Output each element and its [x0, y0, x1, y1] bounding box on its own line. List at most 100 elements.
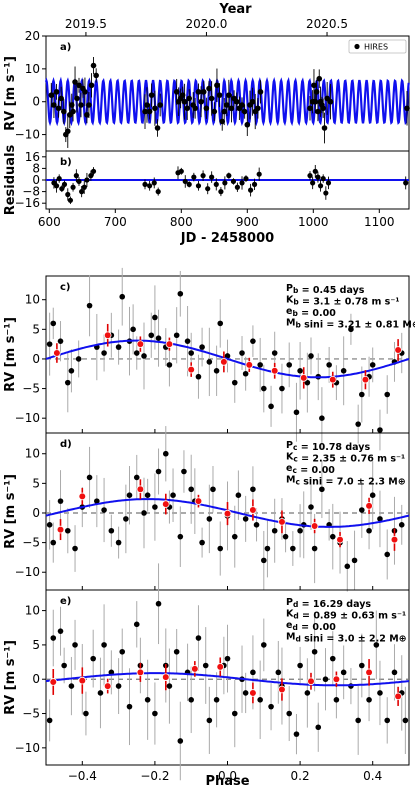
- y-tick-label: 10: [25, 293, 40, 307]
- data-point: [226, 92, 232, 98]
- data-point: [319, 486, 325, 493]
- y-tick-label: −10: [15, 128, 40, 142]
- data-point: [242, 370, 249, 377]
- data-point: [312, 98, 319, 105]
- annotation-line: ed = 0.00: [286, 620, 336, 633]
- data-point: [403, 180, 409, 186]
- data-point: [384, 717, 391, 724]
- data-point: [230, 178, 237, 185]
- data-point: [218, 189, 224, 195]
- data-point: [152, 504, 158, 510]
- x-tick-label: 1000: [298, 215, 329, 229]
- y-tick-label: 8: [32, 161, 40, 175]
- data-point: [316, 75, 323, 82]
- data-point: [59, 186, 65, 192]
- y-axis-label: RV [m s⁻¹]: [3, 474, 18, 549]
- data-point: [321, 125, 328, 131]
- data-point: [257, 362, 263, 368]
- data-point: [101, 642, 107, 648]
- data-point: [355, 717, 361, 724]
- data-point: [206, 359, 213, 365]
- data-point: [315, 174, 321, 180]
- y-axis-label: Residuals: [3, 144, 18, 215]
- data-point: [275, 669, 282, 676]
- binned-point: [332, 675, 341, 684]
- data-point: [224, 353, 231, 359]
- binned-point: [78, 492, 87, 501]
- data-point: [249, 98, 256, 105]
- data-point: [119, 293, 126, 300]
- y-tick-label: −5: [22, 536, 40, 550]
- annotation-line: Kd = 0.89 ± 0.63 m s⁻¹: [286, 609, 406, 622]
- data-point: [308, 504, 314, 510]
- y-tick-label: 10: [25, 604, 40, 618]
- data-point: [256, 171, 262, 177]
- y-tick-label: 0: [32, 352, 40, 366]
- binned-point: [103, 331, 112, 340]
- data-point: [64, 128, 71, 135]
- data-point: [206, 516, 213, 522]
- x-tick-label: 1100: [364, 215, 395, 229]
- data-point: [231, 533, 238, 540]
- binned-point: [336, 535, 344, 544]
- data-point: [177, 738, 184, 744]
- data-point: [312, 168, 318, 174]
- data-point: [242, 690, 249, 696]
- data-point: [192, 105, 198, 112]
- data-point: [64, 379, 71, 386]
- data-point: [322, 676, 329, 683]
- data-point: [402, 717, 409, 724]
- model-curve: [44, 76, 410, 127]
- data-point: [359, 662, 365, 669]
- data-point: [48, 92, 55, 98]
- y-tick-label: −10: [15, 741, 40, 755]
- y-tick-label: −5: [22, 382, 40, 396]
- data-point: [264, 545, 271, 552]
- annotation-line: Mc sini = 7.0 ± 2.3 M⊕: [286, 475, 406, 488]
- data-point: [50, 635, 57, 641]
- binned-point: [328, 375, 337, 384]
- x-tick-label: 600: [38, 215, 61, 229]
- data-point: [250, 338, 256, 344]
- data-point: [126, 492, 133, 499]
- data-point: [155, 600, 162, 607]
- data-point: [286, 710, 293, 717]
- data-point: [210, 486, 216, 493]
- annotation-line: Kb = 3.1 ± 0.78 m s⁻¹: [286, 295, 400, 308]
- binned-point: [361, 375, 370, 384]
- binned-point: [299, 374, 308, 382]
- binned-point: [249, 689, 257, 697]
- x-axis-label: JD - 2458000: [180, 231, 274, 246]
- data-point: [178, 168, 184, 174]
- data-point: [224, 102, 230, 108]
- data-point: [93, 72, 99, 79]
- data-point: [261, 642, 267, 648]
- data-point: [152, 710, 158, 717]
- data-point: [186, 95, 193, 102]
- data-point: [53, 183, 60, 189]
- data-point: [61, 662, 67, 669]
- data-point: [78, 102, 84, 108]
- data-point: [310, 180, 316, 186]
- data-point: [173, 332, 180, 339]
- data-point: [344, 563, 351, 570]
- binned-point: [249, 506, 257, 514]
- top-tick-label: 2019.5: [65, 17, 107, 31]
- data-point: [67, 197, 74, 203]
- panel-label: d): [60, 439, 72, 450]
- y-axis-label: RV [m s⁻¹]: [3, 56, 18, 131]
- data-point: [307, 173, 313, 179]
- data-point: [90, 62, 97, 69]
- data-point: [198, 98, 204, 105]
- y-tick-label: −10: [15, 411, 40, 425]
- data-point: [53, 89, 60, 95]
- data-point: [217, 320, 224, 327]
- data-point: [144, 697, 151, 703]
- y-tick-label: 5: [32, 476, 40, 490]
- data-point: [325, 180, 332, 186]
- data-point: [244, 121, 251, 128]
- panel-label: b): [60, 157, 72, 168]
- data-point: [142, 108, 148, 115]
- x-tick-label: 900: [236, 215, 259, 229]
- data-point: [224, 655, 231, 662]
